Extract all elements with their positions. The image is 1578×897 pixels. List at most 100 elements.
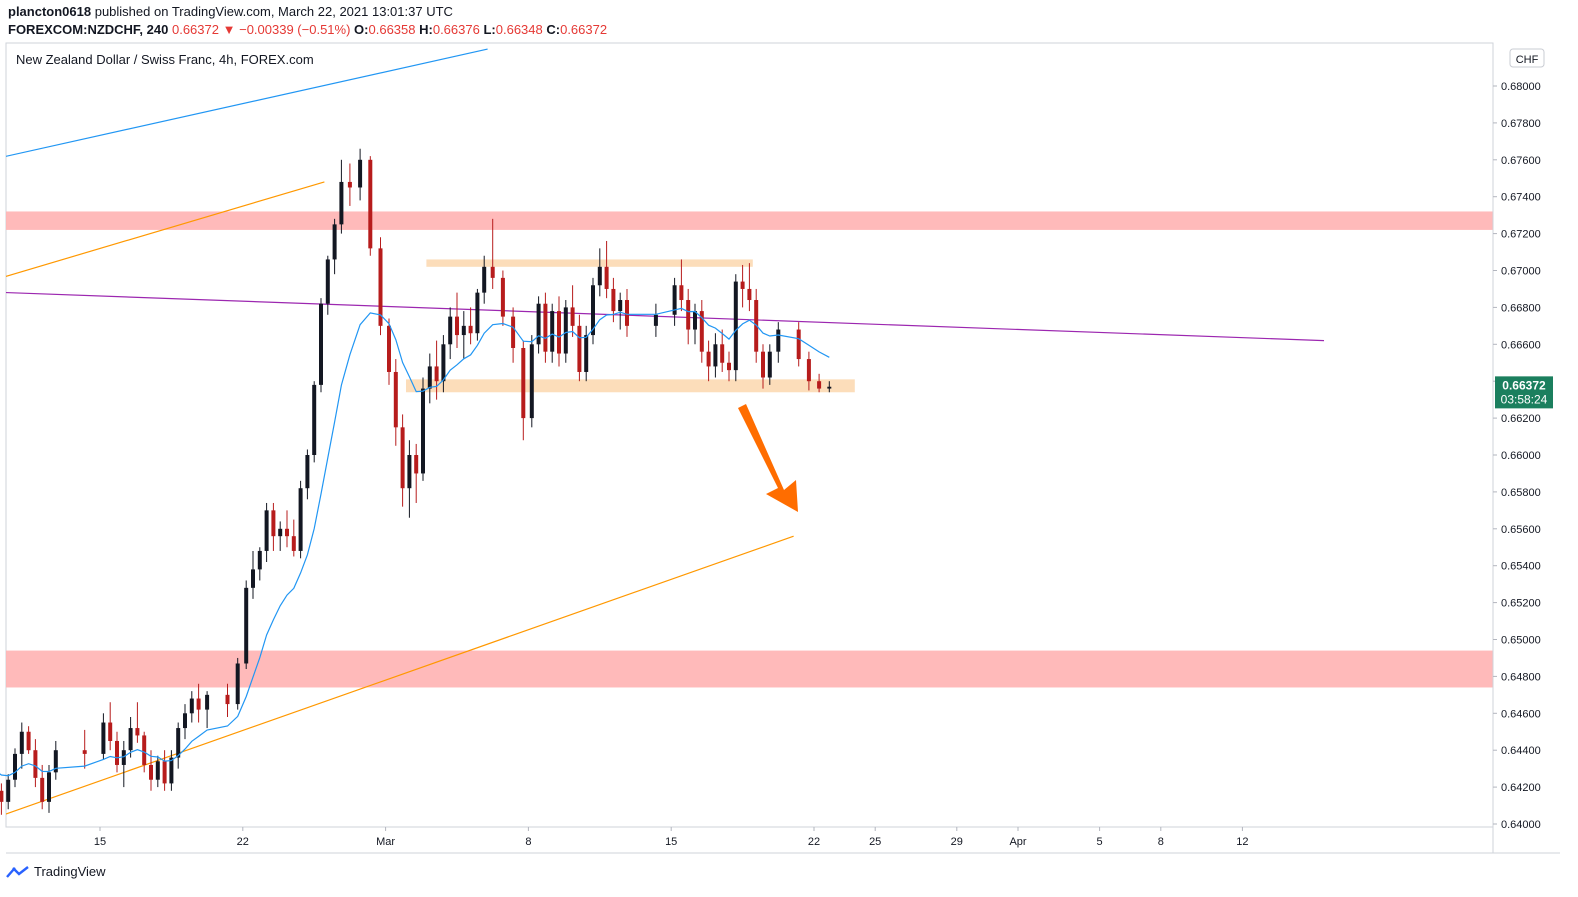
candle-body — [108, 722, 113, 741]
last-price-tag: 0.66372 03:58:24 — [1495, 376, 1553, 409]
candle-body — [796, 329, 801, 360]
candle-body — [414, 455, 419, 474]
price-tick-label: 0.66800 — [1501, 302, 1541, 314]
candle-body — [597, 266, 602, 286]
candle-body — [40, 777, 45, 802]
time-tick-label: 8 — [1158, 836, 1164, 848]
candle-body — [713, 344, 718, 367]
candle-body — [672, 285, 677, 315]
last-price-tag-value: 0.66372 — [1502, 378, 1546, 392]
candle-body — [196, 698, 201, 710]
candle-body — [727, 362, 731, 371]
candle-body — [135, 728, 140, 736]
currency-badge[interactable]: CHF — [1509, 48, 1545, 68]
candle-body — [19, 731, 24, 754]
candle-body — [183, 713, 187, 729]
candle-body — [686, 300, 691, 330]
brand-name: TradingView — [34, 864, 106, 879]
time-tick-label: 29 — [951, 836, 963, 848]
price-tick-label: 0.67800 — [1501, 118, 1541, 130]
time-tick-label: 5 — [1097, 836, 1103, 848]
candle-body — [53, 750, 58, 773]
time-tick-label: 22 — [237, 836, 249, 848]
candle-body — [761, 351, 765, 378]
candle-body — [378, 248, 383, 326]
last-price: 0.66372 — [171, 22, 219, 37]
candle-body — [319, 303, 323, 385]
zone-range-top — [426, 259, 753, 267]
candle-body — [482, 266, 487, 293]
candle-body — [291, 536, 296, 551]
candle-body — [776, 329, 781, 352]
down-arrow-annotation — [738, 404, 798, 512]
candle-body — [604, 266, 609, 289]
candle-body — [521, 347, 526, 419]
high-label: H: — [419, 22, 433, 37]
candle-body — [733, 281, 738, 371]
price-tick-label: 0.67000 — [1501, 266, 1541, 278]
down-arrow-icon: ▼ — [222, 22, 236, 37]
candle-body — [162, 761, 167, 784]
candle-body — [189, 698, 194, 714]
candle-body — [82, 750, 87, 754]
time-tick-label: 8 — [525, 836, 531, 848]
moving-average-line — [0, 307, 830, 777]
candle-body — [427, 366, 432, 389]
time-tick-label: 15 — [94, 836, 106, 848]
candle-body — [312, 384, 317, 455]
candle-body — [529, 344, 534, 419]
publish-info: plancton0618 published on TradingView.co… — [8, 4, 453, 19]
open-value: 0.66358 — [368, 22, 416, 37]
candle-body — [740, 281, 745, 289]
close-label: C: — [546, 22, 561, 37]
trendline-purple-3 — [6, 291, 1325, 342]
candle-body — [169, 757, 174, 784]
candle-body — [618, 300, 623, 312]
candle-body — [550, 311, 555, 352]
candle-body — [767, 351, 772, 378]
close-value: 0.66372 — [560, 22, 608, 37]
price-tick-label: 0.64400 — [1501, 745, 1541, 757]
price-tick-label: 0.64800 — [1501, 671, 1541, 683]
candle-body — [591, 285, 595, 336]
candle-body — [747, 288, 752, 301]
candle-body — [235, 663, 240, 705]
publisher-name[interactable]: plancton0618 — [8, 4, 92, 19]
price-tick-label: 0.65000 — [1501, 635, 1541, 647]
candle-body — [400, 427, 405, 489]
candle-body — [570, 307, 575, 326]
candle-body — [257, 550, 262, 570]
last-price-tag-box — [1495, 376, 1553, 409]
time-axis[interactable]: 15 22 Mar 8 15 22 25 29 Apr 5 8 12 — [94, 827, 1249, 848]
candle-body — [577, 325, 582, 372]
time-tick-label: 12 — [1236, 836, 1248, 848]
candle-body — [455, 316, 459, 336]
high-value: 0.66376 — [432, 22, 480, 37]
tradingview-brand[interactable]: TradingView — [6, 864, 106, 879]
price-tick-label: 0.66600 — [1501, 339, 1541, 351]
candle-body — [421, 388, 425, 474]
candle-body — [720, 344, 725, 363]
candle-body — [699, 311, 704, 352]
candle-body — [468, 325, 473, 334]
price-tick-label: 0.64000 — [1501, 819, 1541, 831]
candle-body — [278, 528, 283, 537]
candle-body — [706, 351, 711, 367]
candle-body — [490, 266, 495, 278]
candle-body — [101, 722, 106, 754]
candle-body — [205, 694, 210, 710]
candle-body — [264, 510, 269, 551]
low-value: 0.66348 — [495, 22, 543, 37]
symbol-label: FOREXCOM:NZDCHF, 240 — [8, 22, 169, 37]
time-tick-label: Apr — [1009, 836, 1026, 848]
time-tick-label: 22 — [808, 836, 820, 848]
price-axis[interactable]: 0.64000 0.64200 0.64400 0.64600 0.64800 0.650… — [1493, 81, 1541, 831]
candle-body — [155, 761, 160, 780]
candle-body — [33, 750, 38, 778]
candle-body — [339, 181, 344, 225]
candle-body — [563, 307, 568, 354]
plot-area[interactable] — [5, 42, 1494, 828]
price-tick-label: 0.65600 — [1501, 524, 1541, 536]
candle-body — [393, 371, 398, 428]
